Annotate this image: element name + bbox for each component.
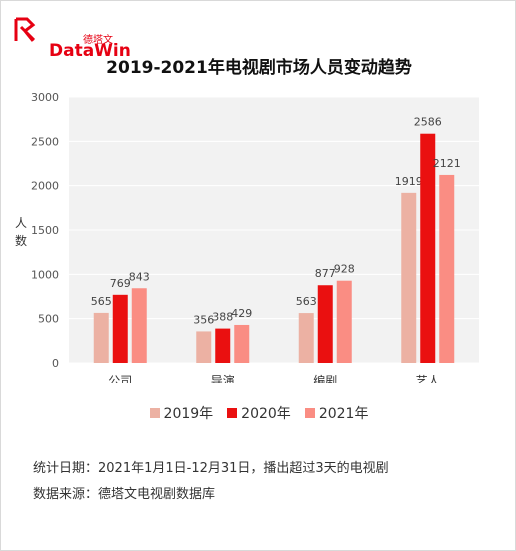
bar: [439, 174, 455, 363]
logo-name: DataWin: [49, 41, 131, 61]
bar: [112, 294, 128, 363]
legend-item: 2020年: [227, 403, 291, 423]
data-label: 429: [231, 307, 252, 320]
chart-title: 2019-2021年电视剧市场人员变动趋势: [106, 58, 412, 78]
bar: [93, 312, 109, 363]
bar: [336, 280, 352, 363]
data-label: 563: [296, 295, 317, 308]
data-label: 769: [110, 277, 131, 290]
bar: [298, 313, 314, 363]
bar: [317, 285, 333, 363]
legend-label: 2020年: [241, 406, 291, 422]
x-category-label: 公司: [108, 374, 132, 383]
data-label: 1919: [395, 175, 423, 188]
data-label: 565: [91, 295, 112, 308]
bar: [401, 192, 417, 363]
y-tick-label: 2000: [31, 180, 59, 193]
y-axis-label: 数: [15, 233, 27, 248]
legend-label: 2019年: [163, 406, 214, 422]
legend-item: 2021年: [304, 403, 369, 423]
datawin-logo: 德塔文 DataWin: [13, 15, 133, 61]
legend-swatch: [149, 408, 160, 418]
bar: [420, 133, 436, 363]
legend-swatch: [227, 408, 238, 418]
legend-label: 2021年: [318, 406, 369, 422]
legend-swatch: [304, 408, 315, 418]
x-category-label: 导演: [211, 373, 235, 383]
bar: [215, 328, 231, 363]
data-source-note: 数据来源：德塔文电视剧数据库: [33, 487, 216, 502]
y-tick-label: 1500: [31, 224, 59, 237]
data-label: 356: [193, 313, 214, 326]
y-tick-label: 1000: [31, 268, 59, 281]
bar: [196, 331, 212, 363]
bar: [234, 324, 250, 363]
data-label: 2586: [414, 116, 442, 129]
bar: [131, 288, 147, 363]
y-tick-label: 0: [52, 357, 59, 370]
y-tick-label: 500: [38, 313, 59, 326]
x-category-label: 编剧: [313, 373, 337, 383]
data-label: 843: [129, 270, 150, 283]
data-label: 388: [212, 311, 233, 324]
x-category-label: 艺人: [416, 374, 440, 383]
y-tick-label: 3000: [31, 91, 59, 104]
stat-date-note: 统计日期：2021年1月1日-12月31日，播出超过3天的电视剧: [33, 461, 389, 476]
logo-subtitle: 德塔文: [83, 35, 113, 46]
chart-legend: 2019年 2020年 2021年: [1, 403, 516, 423]
legend-item: 2019年: [149, 403, 214, 423]
data-label: 877: [315, 267, 336, 280]
logo-mark-icon: [14, 17, 36, 42]
data-label: 2121: [433, 157, 461, 170]
y-tick-label: 2500: [31, 135, 59, 148]
y-axis-label: 人: [15, 216, 27, 230]
data-label: 928: [334, 263, 355, 276]
